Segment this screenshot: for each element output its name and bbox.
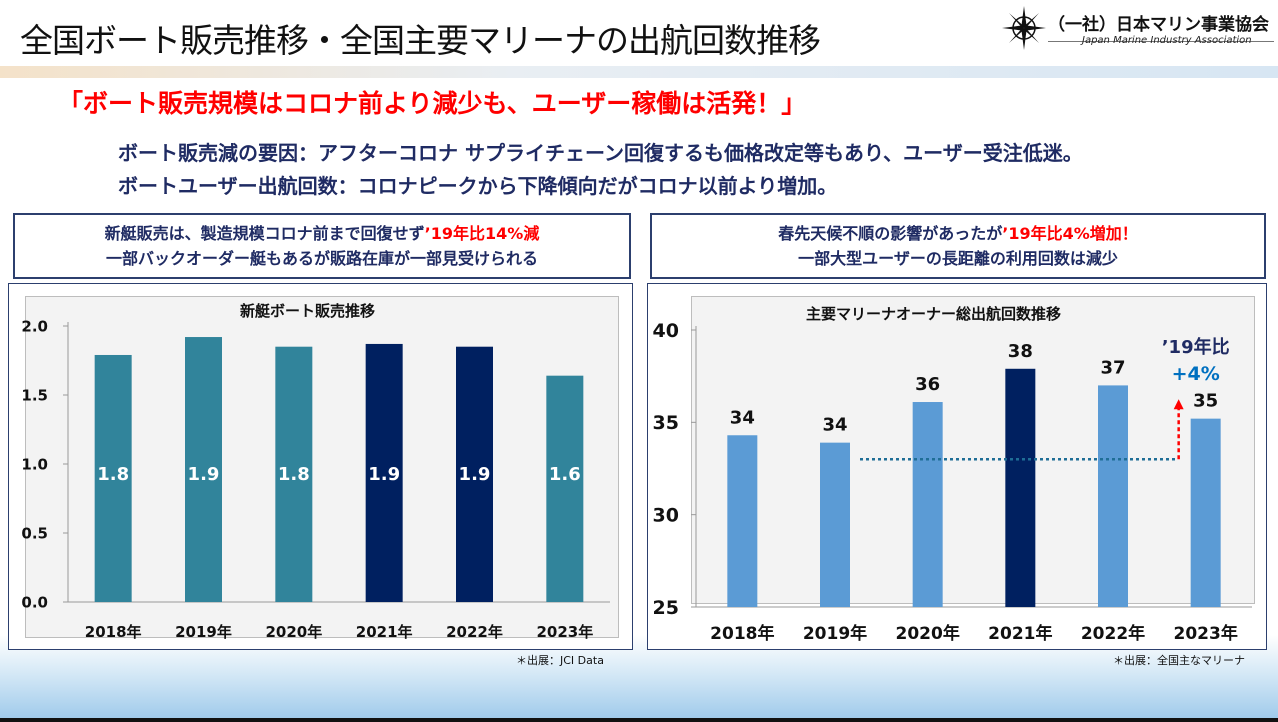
marina-departures-chart-title: 主要マリーナオーナー総出航回数推移: [806, 305, 1062, 323]
boat-sales-chart-title: 新艇ボート販売推移: [240, 302, 376, 320]
logo-english-name: Japan Marine Industry Association: [1082, 35, 1252, 46]
right-note-highlight: ’19年比4%増加！: [1002, 224, 1138, 243]
right-note-box: 春先天候不順の影響があったが’19年比4%増加！ 一部大型ユーザーの長距離の利用…: [650, 213, 1266, 279]
logo-divider: [1048, 41, 1274, 42]
footer-line: [0, 718, 1278, 722]
logo: （一社）日本マリン事業協会 Japan Marine Industry Asso…: [1000, 4, 1275, 52]
subheading-sales: ボート販売減の要因：アフターコロナ サプライチェーン回復するも価格改定等もあり、…: [118, 141, 1083, 165]
right-note-line1: 春先天候不順の影響があったが’19年比4%増加！: [652, 221, 1264, 246]
marina-departures-chart-panel: [647, 283, 1267, 650]
left-note-highlight: ’19年比14%減: [424, 224, 540, 243]
boat-sales-source-note: ＊出展：JCI Data: [516, 654, 604, 667]
left-note-text: 新艇販売は、製造規模コロナ前まで回復せず: [104, 224, 425, 243]
header-gradient-bar: [0, 66, 1278, 78]
boat-sales-chart-panel: [8, 283, 633, 650]
marina-departures-plot-area: [691, 296, 1255, 604]
marina-departures-source-note: ＊出展：全国主なマリーナ: [1113, 654, 1245, 667]
subheading-departures: ボートユーザー出航回数：コロナピークから下降傾向だがコロナ以前より増加。: [118, 174, 838, 198]
headline: 「ボート販売規模はコロナ前より減少も、ユーザー稼働は活発！」: [58, 89, 807, 118]
compass-rose-icon: [1002, 6, 1046, 50]
boat-sales-plot-area: [25, 296, 619, 638]
page-title: 全国ボート販売推移・全国主要マリーナの出航回数推移: [20, 21, 821, 60]
left-note-box: 新艇販売は、製造規模コロナ前まで回復せず’19年比14%減 一部バックオーダー艇…: [13, 213, 631, 279]
right-note-line2: 一部大型ユーザーの長距離の利用回数は減少: [798, 249, 1118, 268]
logo-name: （一社）日本マリン事業協会: [1048, 15, 1269, 35]
right-note-text: 春先天候不順の影響があったが: [778, 224, 1003, 243]
left-note-line1: 新艇販売は、製造規模コロナ前まで回復せず’19年比14%減: [15, 221, 629, 246]
left-note-line2: 一部バックオーダー艇もあるが販路在庫が一部見受けられる: [105, 249, 538, 268]
header: 全国ボート販売推移・全国主要マリーナの出航回数推移 （一社）日本マリン事業協会 …: [0, 0, 1278, 78]
